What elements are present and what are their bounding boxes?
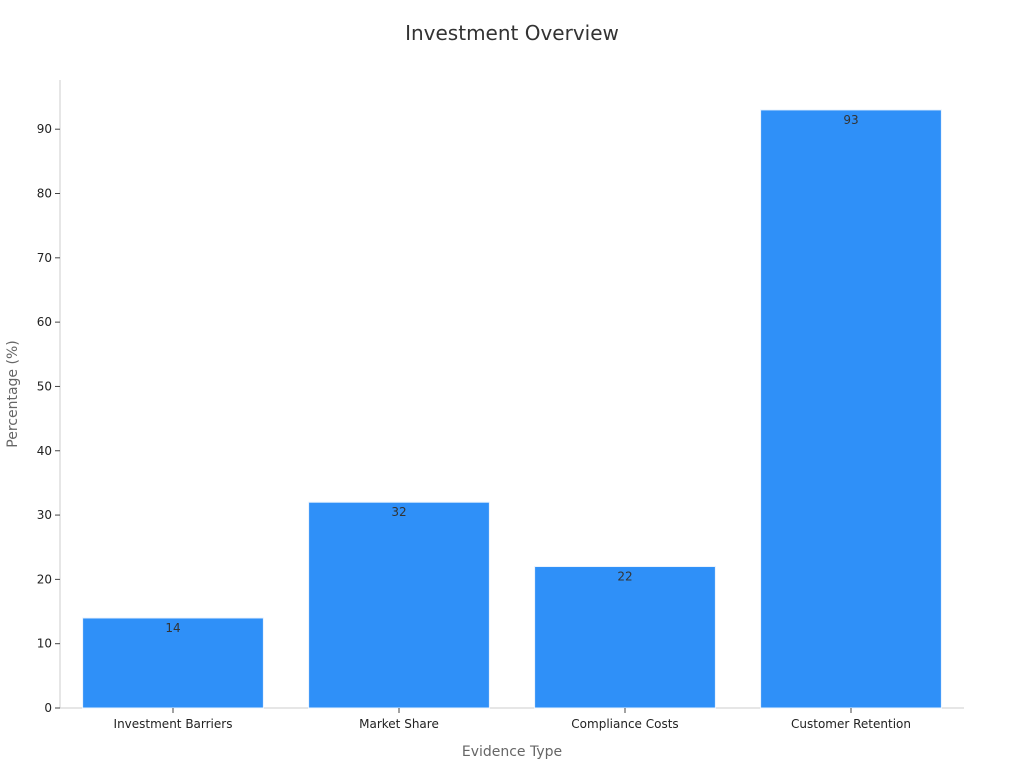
data-labels: 14 32 22 93 [165,113,858,635]
bar-value-label: 22 [617,570,632,584]
y-tick-label: 20 [37,572,52,586]
y-tick-label: 80 [37,187,52,201]
bar [308,501,490,709]
y-tick-label: 0 [44,701,52,715]
chart-title: Investment Overview [405,21,619,45]
x-tick-label: Customer Retention [791,717,911,731]
bar [760,109,942,709]
bar [534,566,716,709]
y-tick-label: 30 [37,508,52,522]
y-tick-label: 10 [37,637,52,651]
bars [82,109,942,709]
y-axis-label: Percentage (%) [5,340,21,447]
x-axis-ticks: Investment Barriers Market Share Complianc… [114,708,911,731]
y-axis-ticks: 0 10 20 30 40 50 60 70 80 90 [37,122,60,715]
y-tick-label: 70 [37,251,52,265]
x-tick-label: Investment Barriers [114,717,233,731]
y-tick-label: 50 [37,379,52,393]
bar-value-label: 14 [165,621,180,635]
x-tick-label: Market Share [359,717,439,731]
y-tick-label: 40 [37,444,52,458]
bar-value-label: 93 [843,113,858,127]
x-tick-label: Compliance Costs [571,717,678,731]
bar [82,617,264,709]
y-tick-label: 60 [37,315,52,329]
y-tick-label: 90 [37,122,52,136]
bar-value-label: 32 [391,505,406,519]
x-axis-label: Evidence Type [462,744,562,760]
